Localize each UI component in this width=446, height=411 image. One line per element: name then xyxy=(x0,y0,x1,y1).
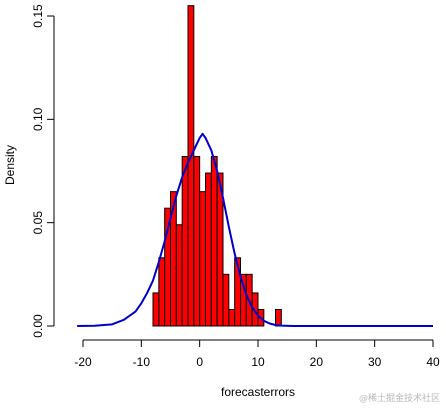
histogram-bar xyxy=(152,292,160,327)
y-tick-label: 0.15 xyxy=(31,4,45,28)
x-tick-label: 20 xyxy=(310,355,324,369)
y-axis: 0.00 0.05 0.10 0.15 xyxy=(31,4,55,338)
x-axis-label: forecasterrors xyxy=(221,385,295,399)
histogram-bar xyxy=(205,172,212,327)
y-tick-label: 0.05 xyxy=(31,211,45,235)
x-tick-label: 0 xyxy=(196,355,203,369)
histogram-bar xyxy=(199,191,206,327)
histogram-bar xyxy=(216,172,224,327)
x-tick-label: 10 xyxy=(251,355,265,369)
histogram-bar xyxy=(275,308,282,327)
y-axis-label: Density xyxy=(3,145,17,185)
histogram-bar xyxy=(158,257,166,327)
histogram-bar xyxy=(210,156,218,327)
x-tick-label: -10 xyxy=(133,355,151,369)
histogram-bar xyxy=(228,308,236,327)
x-tick-label: -20 xyxy=(74,355,92,369)
watermark: @稀土掘金技术社区 xyxy=(358,394,440,404)
density-curve-layer xyxy=(77,132,433,327)
histogram-bars xyxy=(152,5,282,327)
x-tick-label: 40 xyxy=(426,355,440,369)
density-curve xyxy=(77,132,433,327)
y-tick-label: 0.00 xyxy=(31,314,45,338)
histogram-bar xyxy=(175,224,183,327)
x-tick-label: 30 xyxy=(368,355,382,369)
x-axis: -20 -10 0 10 20 30 40 xyxy=(74,339,440,369)
histogram-bar xyxy=(222,273,230,327)
histogram-bar xyxy=(193,156,201,327)
histogram-bar xyxy=(181,156,189,327)
y-tick-label: 0.10 xyxy=(31,107,45,131)
histogram-bar xyxy=(187,5,195,327)
